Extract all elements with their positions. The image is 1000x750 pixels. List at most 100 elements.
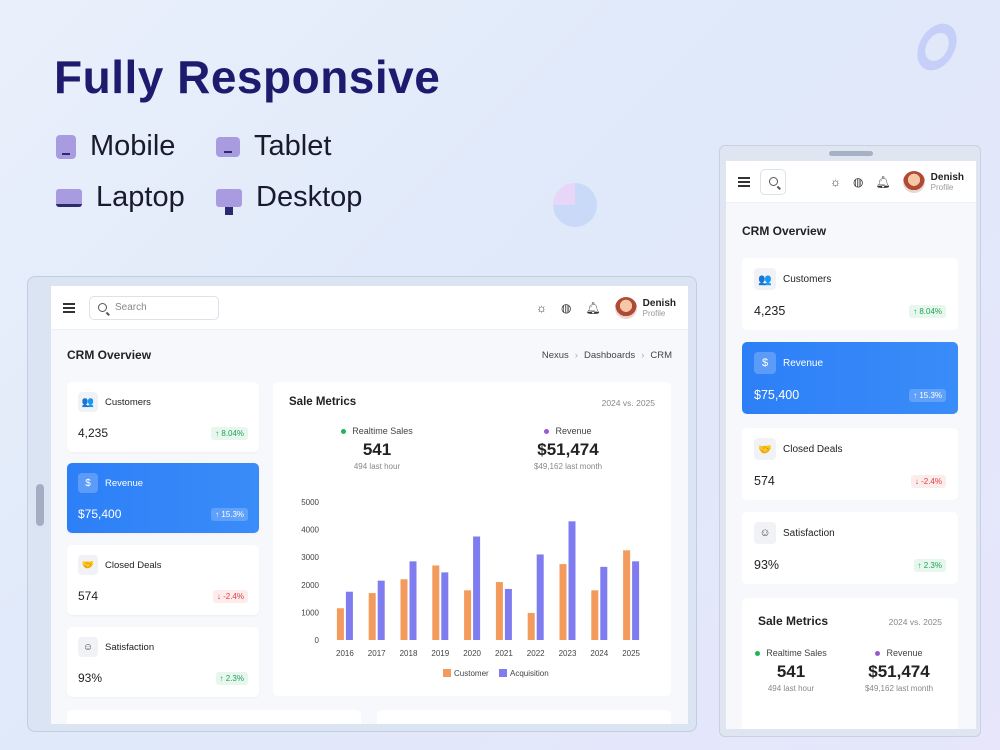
phone-notch: [829, 151, 873, 156]
card-title: Sale Metrics: [758, 614, 829, 628]
kpi-label: Realtime Sales: [352, 426, 413, 436]
kpi-label: Revenue: [886, 648, 923, 658]
purple-dot-icon: [875, 651, 881, 657]
desktop-icon: [216, 188, 242, 215]
breadcrumb-item: CRM: [650, 349, 672, 361]
users-icon: 👥: [78, 392, 98, 412]
handshake-icon: 🤝: [78, 555, 98, 575]
bell-icon[interactable]: 🔔︎: [585, 300, 601, 315]
stat-change-badge: ↓ -2.4%: [910, 475, 946, 488]
stat-card-satisfaction[interactable]: ☺ Satisfaction 93% ↑ 2.3%: [67, 627, 259, 697]
bar-acquisition: [504, 588, 512, 640]
stat-label: Satisfaction: [783, 527, 835, 539]
y-tick-label: 0: [315, 636, 320, 645]
breadcrumb-item[interactable]: Nexus: [541, 349, 569, 361]
user-name: Denish: [930, 171, 964, 183]
stat-change-badge: ↑ 15.3%: [211, 508, 248, 521]
stat-card-revenue[interactable]: $ Revenue $75,400 ↑ 15.3%: [742, 342, 958, 414]
stat-card-closed-deals[interactable]: 🤝 Closed Deals 574 ↓ -2.4%: [67, 545, 259, 615]
stat-card-closed-deals[interactable]: 🤝 Closed Deals 574 ↓ -2.4%: [742, 428, 958, 500]
stat-card-revenue[interactable]: $ Revenue $75,400 ↑ 15.3%: [67, 463, 259, 533]
device-label: Mobile: [90, 130, 176, 162]
stat-change-badge: ↓ -2.4%: [212, 590, 248, 603]
bar-acquisition: [441, 572, 449, 640]
breadcrumb: Nexus › Dashboards › CRM: [542, 350, 672, 361]
x-tick-label: 2024: [590, 649, 608, 658]
sale-metrics-card: Sale Metrics 2024 vs. 2025 Realtime Sale…: [273, 382, 671, 696]
users-icon: 👥: [754, 268, 776, 290]
stat-card-customers[interactable]: 👥 Customers 4,235 ↑ 8.04%: [742, 258, 958, 330]
stat-label: Satisfaction: [105, 641, 155, 653]
stat-change-badge: ↑ 8.04%: [211, 427, 248, 440]
kpi-value: $51,474: [537, 440, 599, 459]
stat-card-customers[interactable]: 👥 Customers 4,235 ↑ 8.04%: [67, 382, 259, 452]
kpi-sub: $49,162 last month: [533, 462, 603, 471]
palette-icon[interactable]: ◍: [852, 174, 864, 189]
avatar: [902, 170, 925, 193]
stat-label: Customers: [105, 396, 151, 408]
stat-change-badge: ↑ 2.3%: [913, 559, 946, 572]
search-input[interactable]: Search: [89, 295, 219, 320]
menu-icon[interactable]: [738, 176, 750, 187]
stat-label: Customers: [783, 273, 832, 285]
search-icon: [768, 177, 778, 186]
legend-swatch: [499, 669, 507, 677]
top-actions: ☼ ◍ 🔔︎ Denish Profile: [535, 296, 676, 319]
user-menu[interactable]: Denish Profile: [902, 170, 964, 193]
chevron-right-icon: ›: [574, 349, 578, 361]
search-button[interactable]: [760, 168, 786, 195]
y-tick-label: 4000: [301, 526, 319, 535]
avatar: [614, 296, 637, 319]
user-role: Profile: [642, 308, 666, 318]
x-tick-label: 2023: [559, 649, 577, 658]
search-placeholder: Search: [115, 302, 147, 313]
sun-icon[interactable]: ☼: [535, 300, 547, 315]
bar-acquisition: [568, 521, 576, 640]
stat-value: 574: [754, 474, 775, 488]
bar-customer: [432, 565, 440, 640]
stat-label: Revenue: [783, 357, 824, 369]
kpi-revenue: Revenue $51,474 $49,162 last month: [844, 648, 954, 693]
device-label: Tablet: [254, 130, 332, 162]
dollar-icon: $: [754, 352, 776, 374]
menu-icon[interactable]: [63, 302, 75, 313]
kpi-label: Revenue: [555, 426, 592, 436]
frame-handle: [36, 484, 44, 526]
legend-swatch: [443, 669, 451, 677]
x-tick-label: 2017: [368, 649, 386, 658]
bar-customer: [495, 582, 503, 640]
top-bar: Search ☼ ◍ 🔔︎ Denish Profile: [51, 286, 688, 330]
x-tick-label: 2022: [527, 649, 545, 658]
palette-icon[interactable]: ◍: [560, 300, 572, 315]
card-title: Sale Metrics: [289, 396, 357, 408]
user-name: Denish: [642, 297, 676, 309]
mobile-icon: [56, 134, 76, 159]
stat-value: 4,235: [754, 304, 786, 318]
bar-customer: [591, 590, 599, 640]
breadcrumb-item[interactable]: Dashboards: [583, 349, 636, 361]
compare-label: 2024 vs. 2025: [601, 398, 655, 408]
sun-icon[interactable]: ☼: [829, 174, 841, 189]
stat-value: $75,400: [754, 388, 800, 402]
chevron-right-icon: ›: [641, 349, 645, 361]
user-menu[interactable]: Denish Profile: [614, 296, 676, 319]
x-tick-label: 2021: [495, 649, 513, 658]
page-header: CRM Overview Nexus › Dashboards › CRM: [51, 330, 688, 376]
green-dot-icon: [755, 651, 761, 657]
bar-acquisition: [377, 580, 385, 640]
smile-icon: ☺: [78, 637, 98, 657]
legend-label: Acquisition: [510, 669, 549, 678]
bell-icon[interactable]: 🔔︎: [875, 174, 891, 189]
y-tick-label: 3000: [301, 553, 319, 562]
y-tick-label: 5000: [301, 498, 319, 507]
bar-customer: [527, 612, 535, 640]
stat-card-satisfaction[interactable]: ☺ Satisfaction 93% ↑ 2.3%: [742, 512, 958, 584]
kpi-sub: 494 last hour: [353, 462, 401, 471]
kpi-label: Realtime Sales: [766, 648, 827, 658]
green-dot-icon: [341, 429, 347, 435]
bar-acquisition: [632, 561, 640, 640]
device-desktop: Desktop: [216, 181, 376, 215]
y-tick-label: 1000: [301, 608, 319, 617]
x-tick-label: 2020: [463, 649, 481, 658]
mobile-top-bar: ☼ ◍ 🔔︎ Denish Profile: [726, 161, 976, 203]
